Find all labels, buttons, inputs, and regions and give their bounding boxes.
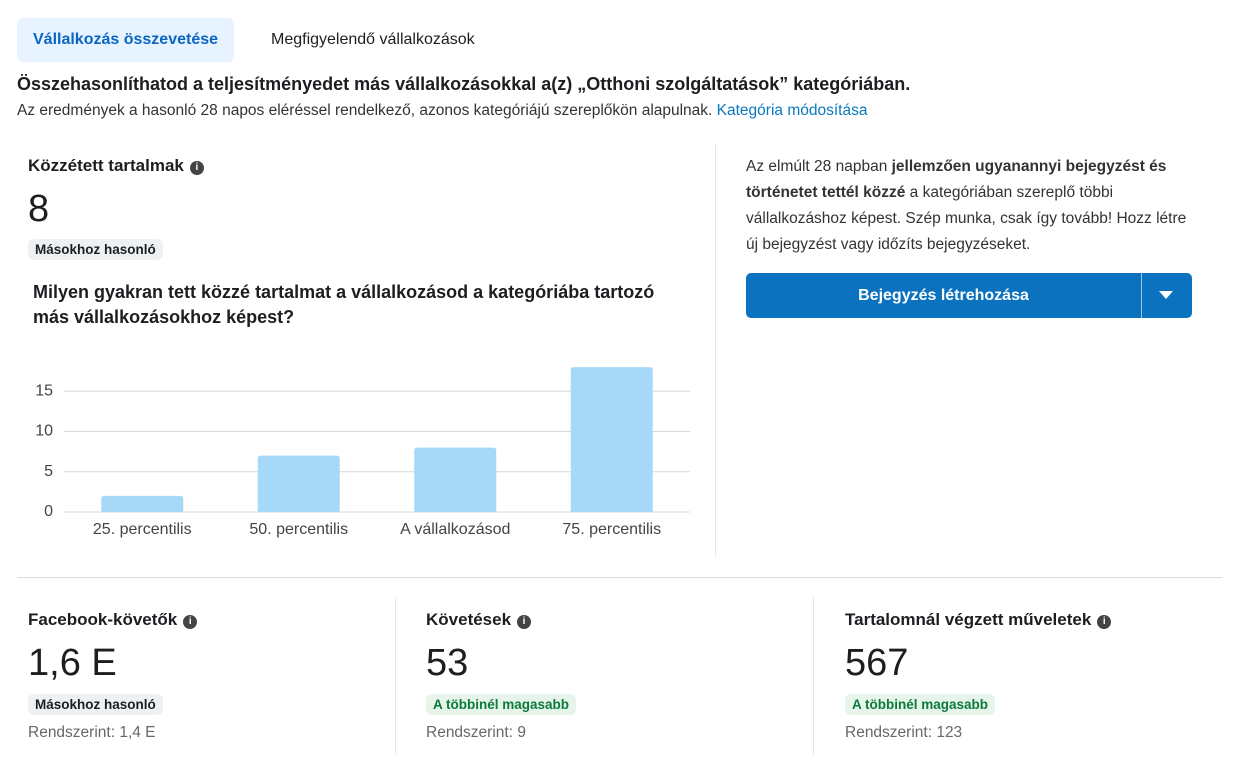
summary-text: a kategóriában szereplő többi vállalkozá… [746, 184, 1187, 253]
divider [395, 597, 396, 755]
badge: A többinél magasabb [426, 694, 577, 715]
x-tick-label: A vállalkozásod [400, 521, 510, 538]
metric-value: 1,6 E [28, 642, 117, 684]
info-icon[interactable]: i [189, 161, 204, 175]
badge: Másokhoz hasonló [28, 694, 163, 715]
divider [715, 145, 716, 557]
category-link[interactable]: Kategória módosítása [716, 102, 868, 119]
bar [570, 367, 653, 512]
y-tick-label: 10 [35, 423, 53, 440]
x-tick-label: 75. percentilis [562, 521, 661, 538]
subtitle: Az eredmények a hasonló 28 napos eléréss… [17, 102, 867, 120]
tab[interactable]: Megfigyelendő vállalkozások [271, 31, 475, 48]
metric-value: 8 [28, 188, 50, 230]
y-tick-label: 0 [44, 503, 53, 520]
metric-note: Rendszerint: 1,4 E [28, 724, 156, 741]
dropdown-arrow[interactable] [1159, 291, 1173, 300]
button[interactable]: Bejegyzés létrehozása [746, 273, 1192, 318]
divider [17, 577, 1222, 578]
summary-text: Az elmúlt 28 napban [746, 158, 892, 175]
question: Milyen gyakran tett közzé tartalmat a vá… [33, 282, 655, 327]
button-separator [1141, 273, 1142, 318]
subtitle-text: Az eredmények a hasonló 28 napos eléréss… [17, 102, 713, 119]
info-icon[interactable]: i [1097, 615, 1112, 629]
summary-bold: jellemzően ugyanannyi bejegyzést és tört… [746, 158, 1167, 201]
chart: 0 5 10 15 25. percentilis 50. percentilis A vá… [35, 367, 690, 538]
button-label[interactable]: Bejegyzés létrehozása [858, 287, 1029, 304]
y-tick-label: 15 [35, 382, 53, 399]
metric-title: Közzétett tartalmak i [28, 156, 204, 176]
headline: Összehasonlíthatod a teljesítményedet má… [17, 74, 911, 94]
metric-value: 567 [845, 642, 909, 684]
divider [813, 597, 814, 755]
y-tick-label: 5 [44, 463, 53, 480]
metric-title-text: Közzétett tartalmak [28, 156, 184, 175]
metric-title: Facebook-követők i [28, 610, 198, 630]
summary: Az elmúlt 28 napban jellemzően ugyananny… [746, 154, 1202, 258]
x-tick-label: 50. percentilis [249, 521, 348, 538]
badge: Másokhoz hasonló [28, 239, 163, 260]
bar [414, 447, 497, 512]
bar [101, 495, 184, 512]
metric-title-text: Facebook-követők [28, 610, 178, 629]
metric-value: 53 [426, 642, 469, 684]
x-tick-label: 25. percentilis [93, 521, 192, 538]
metric-title: Követések i [426, 610, 532, 630]
metric-title-text: Követések [426, 610, 512, 629]
metric-note: Rendszerint: 9 [426, 724, 526, 741]
metric-title: Tartalomnál végzett műveletek i [845, 610, 1112, 630]
metric-note: Rendszerint: 123 [845, 724, 963, 741]
metric-title-text: Tartalomnál végzett műveletek [845, 610, 1092, 629]
tab-active[interactable]: Vállalkozás összevetése [17, 18, 235, 62]
info-icon[interactable]: i [183, 615, 198, 629]
bar [257, 455, 340, 512]
info-icon[interactable]: i [517, 615, 532, 629]
badge: A többinél magasabb [845, 694, 996, 715]
